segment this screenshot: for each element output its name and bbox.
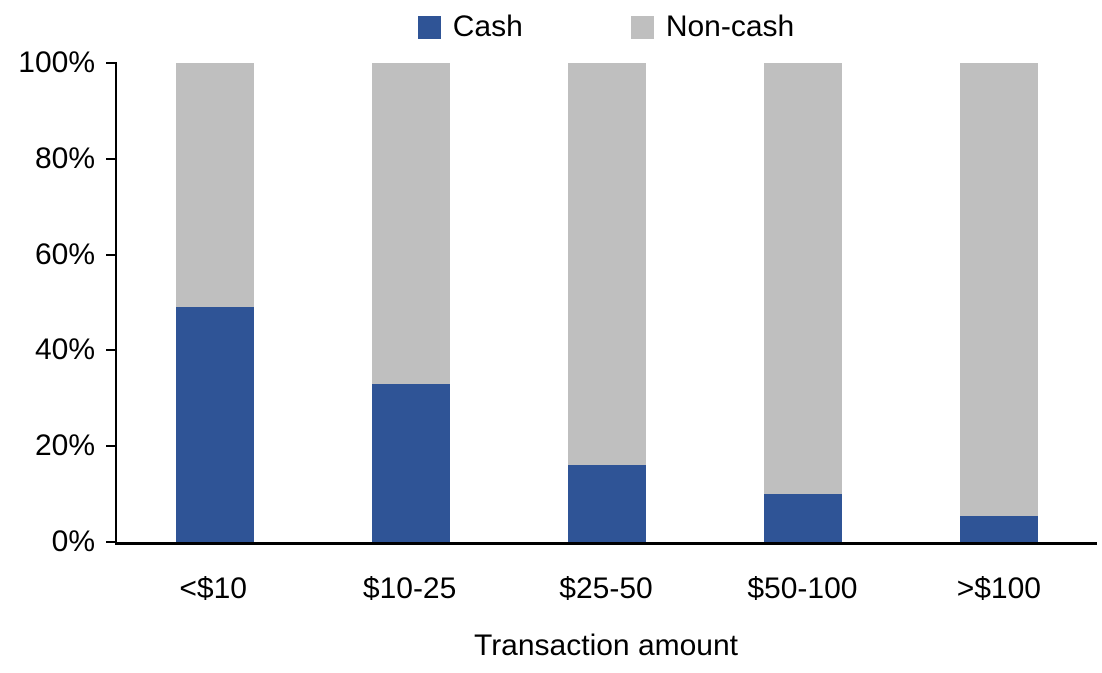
legend: Cash Non-cash <box>115 12 1097 42</box>
stacked-bar <box>176 63 254 542</box>
bar-slot <box>705 63 901 542</box>
legend-label-cash: Cash <box>452 10 523 43</box>
bar-segment-non-cash <box>764 63 842 495</box>
stacked-bar <box>960 63 1038 542</box>
bar-segment-non-cash <box>960 63 1038 516</box>
plot-area: 0% 20% 40% 60% 80% 100% <box>18 48 1097 557</box>
legend-item-noncash: Non-cash <box>630 10 795 43</box>
legend-item-cash: Cash <box>417 10 523 43</box>
y-tick-label: 40% <box>34 333 95 367</box>
x-axis-title: Transaction amount <box>473 629 739 662</box>
stacked-bar <box>372 63 450 542</box>
stacked-bar <box>568 63 646 542</box>
bar-segment-cash <box>372 383 450 542</box>
y-tick-mark <box>106 445 117 448</box>
y-tick-label: 0% <box>51 525 95 558</box>
bars-row <box>117 63 1097 542</box>
legend-label-noncash: Non-cash <box>665 10 795 43</box>
y-tick-label: 100% <box>18 46 95 79</box>
y-tick-mark <box>106 349 117 352</box>
x-tick-label: <$10 <box>179 572 247 605</box>
bar-segment-cash <box>568 465 646 542</box>
bar-slot <box>313 63 509 542</box>
y-tick-label: 80% <box>34 141 95 175</box>
y-tick-mark <box>106 157 117 160</box>
bar-slot <box>117 63 313 542</box>
x-tick-label: $10-25 <box>362 572 457 605</box>
bar-segment-cash <box>764 494 842 542</box>
cash-swatch-icon <box>417 15 441 39</box>
bar-segment-non-cash <box>372 63 450 384</box>
stacked-bar <box>764 63 842 542</box>
x-tick-label: $25-50 <box>559 572 653 605</box>
x-tick-label: >$100 <box>956 572 1041 605</box>
bar-segment-non-cash <box>568 63 646 466</box>
y-tick-mark <box>106 62 117 64</box>
y-tick-label: 20% <box>34 429 95 463</box>
x-tick-label: $50-100 <box>747 572 858 605</box>
noncash-swatch-icon <box>630 15 654 39</box>
bar-segment-cash <box>960 515 1038 542</box>
bar-slot <box>901 63 1097 542</box>
bar-segment-cash <box>176 307 254 542</box>
y-tick-mark <box>106 541 117 543</box>
bar-slot <box>509 63 705 542</box>
y-tick-label: 60% <box>34 237 95 271</box>
y-tick-mark <box>106 253 117 256</box>
x-axis-labels: <$10 $10-25 $25-50 $50-100 >$100 <box>115 574 1097 604</box>
bar-segment-non-cash <box>176 63 254 308</box>
